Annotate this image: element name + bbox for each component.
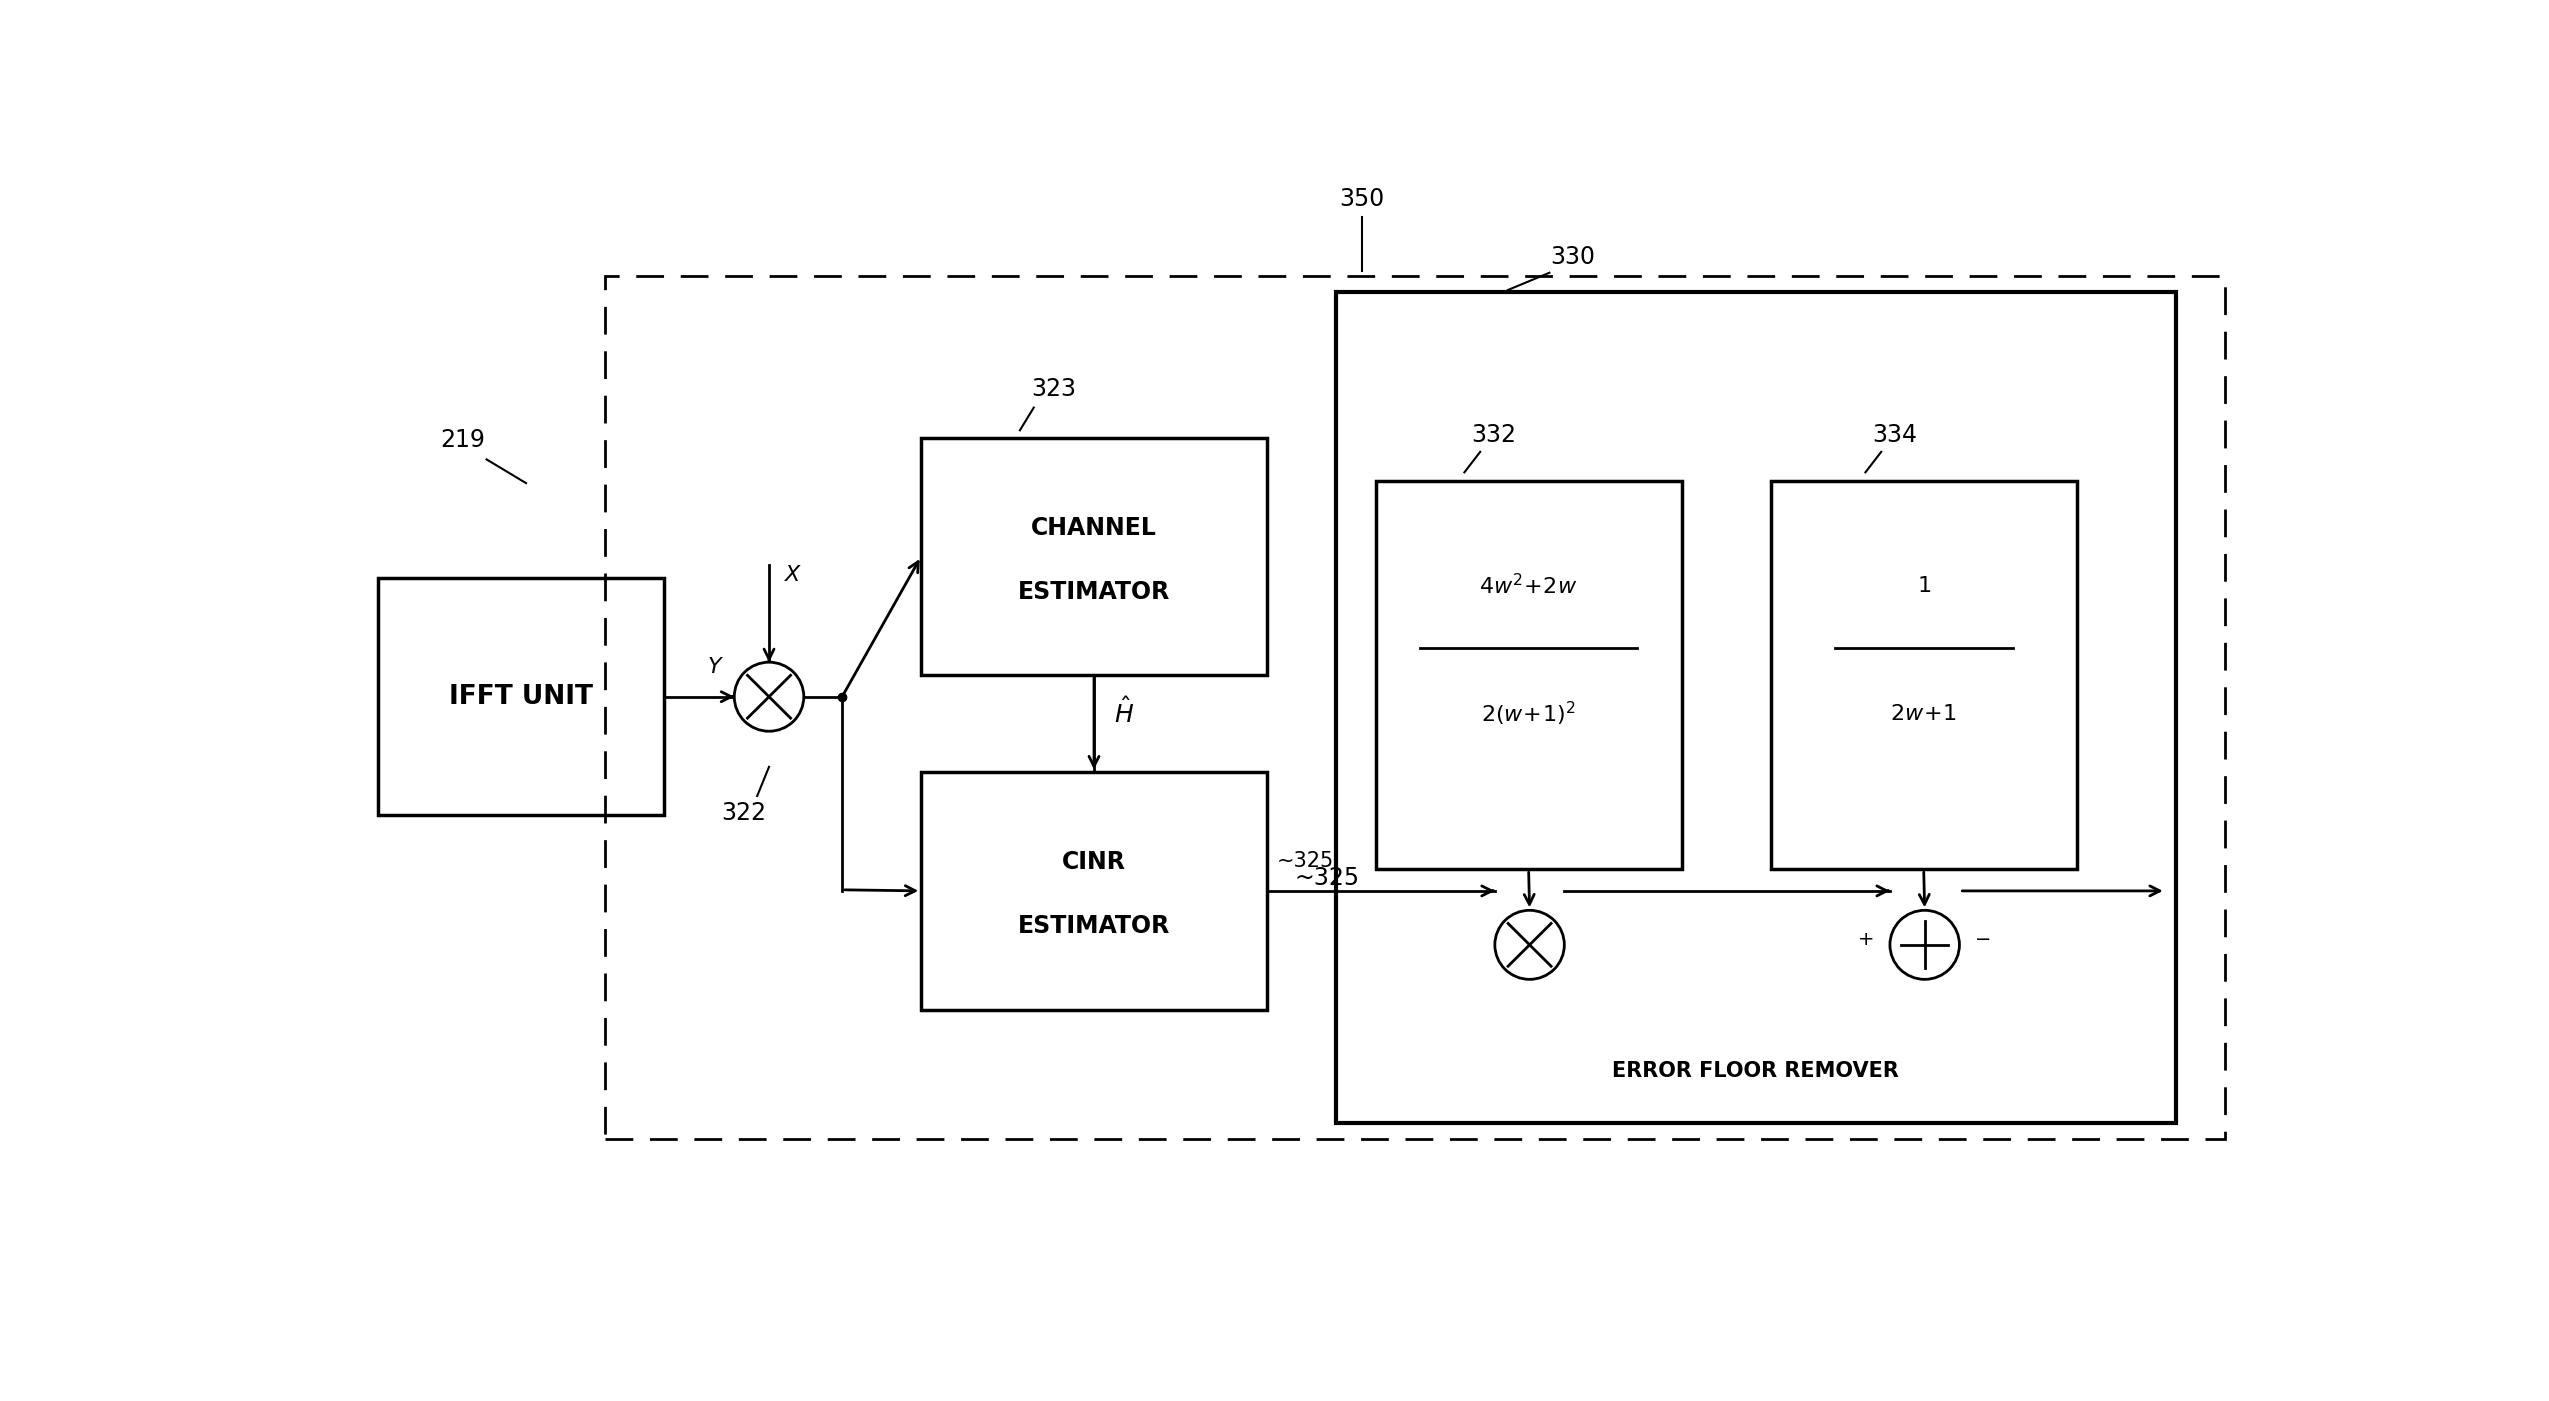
Text: ERROR FLOOR REMOVER: ERROR FLOOR REMOVER xyxy=(1614,1061,1899,1082)
Text: 219: 219 xyxy=(441,427,484,453)
Text: Y: Y xyxy=(709,657,721,677)
Bar xyxy=(920,772,1267,1010)
Text: IFFT UNIT: IFFT UNIT xyxy=(449,684,594,710)
Text: ESTIMATOR: ESTIMATOR xyxy=(1017,915,1170,939)
Text: 322: 322 xyxy=(721,801,765,825)
Text: 332: 332 xyxy=(1471,423,1517,447)
Ellipse shape xyxy=(1889,911,1960,979)
Bar xyxy=(604,276,2225,1139)
Bar xyxy=(920,437,1267,675)
Ellipse shape xyxy=(1494,911,1565,979)
Text: CHANNEL: CHANNEL xyxy=(1030,516,1157,539)
Text: $4w^2\!+\!2w$: $4w^2\!+\!2w$ xyxy=(1478,573,1578,598)
Ellipse shape xyxy=(734,663,803,731)
Text: 323: 323 xyxy=(1030,377,1076,401)
Text: 330: 330 xyxy=(1550,245,1596,269)
Text: 350: 350 xyxy=(1338,188,1384,212)
Text: −: − xyxy=(1975,930,1991,948)
Text: ~325: ~325 xyxy=(1295,866,1359,890)
Text: $2(w\!+\!1)^2$: $2(w\!+\!1)^2$ xyxy=(1481,700,1575,729)
Text: $1$: $1$ xyxy=(1917,576,1930,595)
Text: CINR: CINR xyxy=(1063,850,1127,874)
Text: ~325: ~325 xyxy=(1277,852,1333,871)
Bar xyxy=(1336,293,2174,1122)
Bar xyxy=(1376,481,1682,869)
Bar xyxy=(1772,481,2077,869)
Text: $2w\!+\!1$: $2w\!+\!1$ xyxy=(1891,703,1958,724)
Text: 334: 334 xyxy=(1874,423,1917,447)
Text: +: + xyxy=(1858,930,1874,948)
Bar xyxy=(377,579,665,815)
Text: ESTIMATOR: ESTIMATOR xyxy=(1017,580,1170,604)
Text: $\hat{H}$: $\hat{H}$ xyxy=(1114,698,1134,729)
Text: X: X xyxy=(785,565,800,586)
